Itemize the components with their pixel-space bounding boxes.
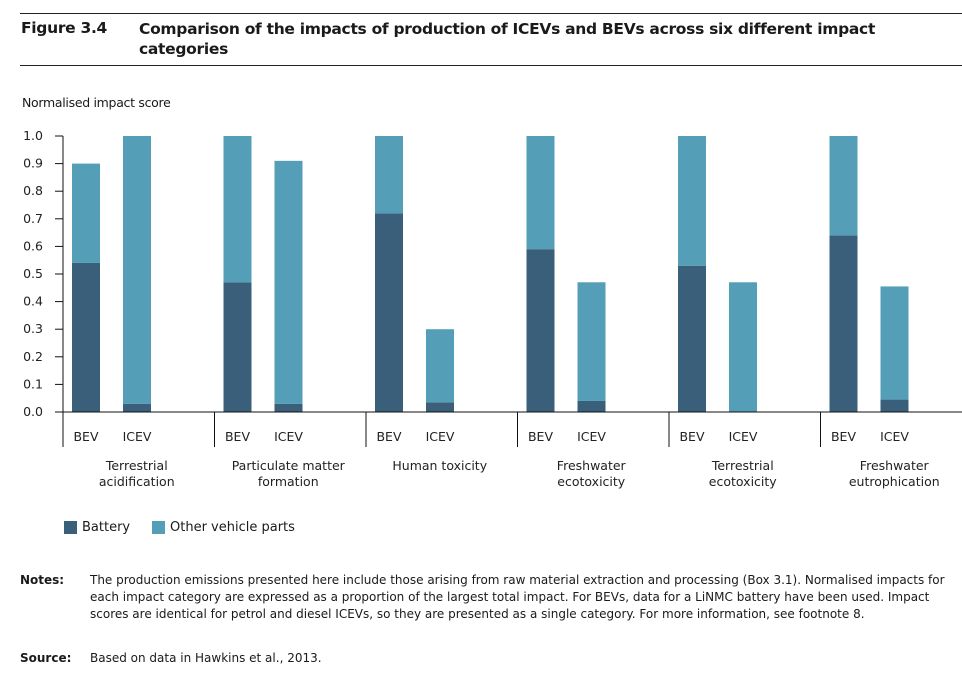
y-tick-label: 0.4 (23, 294, 43, 309)
stacked-bar-chart: 0.0 0.1 0.2 0.3 0.4 0.5 0.6 0.7 0.8 0.9 1.0 BEV ICE… (23, 128, 962, 489)
bar-label: BEV (376, 429, 401, 444)
bar-segment-other (829, 136, 858, 236)
y-tick-label: 0.3 (23, 321, 43, 336)
category-label: Freshwater (860, 458, 930, 473)
y-tick-label: 0.0 (23, 404, 43, 419)
category-label: acidification (99, 474, 175, 489)
legend-label-battery: Battery (82, 520, 131, 535)
legend-label-other: Other vehicle parts (170, 520, 295, 535)
y-tick-label: 0.7 (23, 211, 43, 226)
bar-segment-battery (880, 399, 909, 412)
bar-segment-other (223, 136, 252, 283)
y-tick-label: 1.0 (23, 128, 43, 143)
category-label: ecotoxicity (557, 474, 625, 489)
bar-segment-battery (829, 235, 858, 412)
bar-label: ICEV (426, 429, 455, 444)
y-axis-label: Normalised impact score (22, 95, 171, 110)
bar-segment-battery (577, 400, 606, 412)
category-label: Freshwater (557, 458, 627, 473)
bar-label: ICEV (577, 429, 606, 444)
bar-label: BEV (528, 429, 553, 444)
category-label: ecotoxicity (709, 474, 777, 489)
bar-segment-other (577, 282, 606, 401)
source-text: Based on data in Hawkins et al., 2013. (90, 651, 322, 665)
bar-segment-battery (274, 403, 303, 412)
bar-segment-battery (426, 402, 454, 412)
bar-label: BEV (679, 429, 704, 444)
battery-swatch (64, 521, 77, 534)
bar-segment-other (678, 136, 706, 266)
bar-segment-other (274, 160, 303, 404)
bar-segment-other (375, 136, 403, 214)
bar-label: BEV (225, 429, 250, 444)
legend-item-other: Other vehicle parts (152, 520, 295, 535)
category-label: Terrestrial (105, 458, 168, 473)
legend-item-battery: Battery (64, 520, 130, 535)
category-label: eutrophication (849, 474, 940, 489)
y-axis: 0.0 0.1 0.2 0.3 0.4 0.5 0.6 0.7 0.8 0.9 1.0 (23, 128, 64, 419)
category-label: Human toxicity (392, 458, 487, 473)
y-tick-label: 0.6 (23, 238, 43, 253)
bar-segment-battery (375, 213, 403, 412)
bar-label: ICEV (274, 429, 303, 444)
bar-segment-other (526, 136, 555, 250)
bar-segment-other (880, 286, 909, 400)
notes-label: Notes: (20, 573, 65, 587)
y-tick-label: 0.2 (23, 349, 43, 364)
category-label: Particulate matter (232, 458, 346, 473)
bar-segment-other (123, 136, 151, 404)
bar-segment-battery (678, 265, 706, 412)
bar-segment-other (72, 163, 100, 263)
bar-segment-battery (72, 262, 100, 412)
bar-label: BEV (831, 429, 856, 444)
bar-label: ICEV (123, 429, 152, 444)
category-label: Terrestrial (711, 458, 774, 473)
other-swatch (152, 521, 165, 534)
y-tick-label: 0.1 (23, 376, 43, 391)
bar-label: ICEV (729, 429, 758, 444)
bars (72, 136, 909, 412)
bar-label: BEV (73, 429, 98, 444)
y-tick-label: 0.9 (23, 156, 43, 171)
title-rule (20, 65, 962, 66)
y-tick-label: 0.5 (23, 266, 43, 281)
y-tick-label: 0.8 (23, 183, 43, 198)
bar-segment-battery (223, 282, 252, 412)
notes-text: The production emissions presented here … (90, 573, 945, 621)
bar-label: ICEV (880, 429, 909, 444)
category-label: formation (258, 474, 319, 489)
bar-segment-battery (526, 249, 555, 412)
bar-segment-battery (123, 403, 151, 412)
bar-segment-other (426, 329, 454, 403)
figure-number: Figure 3.4 (21, 19, 108, 37)
source-label: Source: (20, 651, 72, 665)
bar-segment-other (729, 282, 757, 412)
figure-title: Comparison of the impacts of production … (139, 20, 876, 58)
top-rule (20, 13, 962, 14)
